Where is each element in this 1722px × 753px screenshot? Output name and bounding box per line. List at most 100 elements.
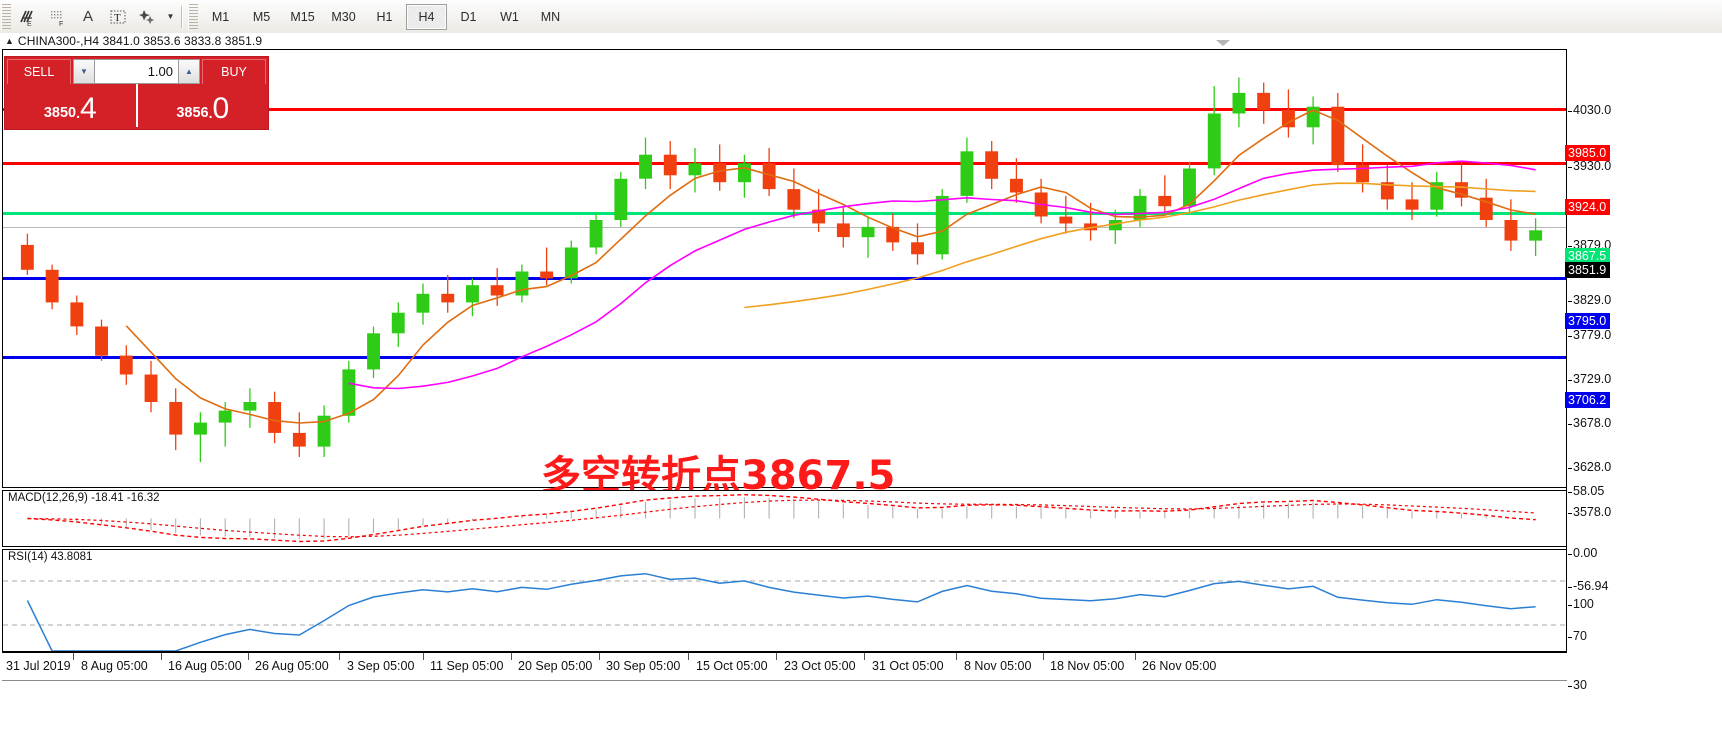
volume-input[interactable]: 1.00 xyxy=(95,59,178,84)
symbol-ohlc-text: CHINA300-,H4 3841.0 3853.6 3833.8 3851.9 xyxy=(17,34,263,48)
buy-price-dot: . xyxy=(208,105,213,121)
price-axis[interactable]: 4030.0 3930.0 3879.0 3829.0 3779.0 3729.0 3678… xyxy=(1565,49,1722,753)
chart-area[interactable]: 多空转折点3867.5 MACD(12,26,9) -18.41 -16.32 … xyxy=(0,40,1722,753)
time-separator-11 xyxy=(1043,653,1044,660)
sell-price[interactable]: 3850 . 4 xyxy=(5,84,138,127)
price-tag-resistance-3985[interactable]: 3985.0 xyxy=(1565,145,1611,161)
time-label-6: 20 Sep 05:00 xyxy=(518,659,593,673)
time-separator-12 xyxy=(1135,653,1136,660)
trade-controls-row: SELL ▼ 1.00 ▲ BUY xyxy=(5,57,268,84)
timeframe-m15[interactable]: M15 xyxy=(290,9,315,24)
svg-text:F: F xyxy=(59,21,63,27)
price-tick-3628-0: 3628.0 xyxy=(1567,460,1612,474)
rsi-tick-2: 30 xyxy=(1568,678,1587,692)
sell-price-dot: . xyxy=(76,105,80,121)
text-label-icon[interactable]: T xyxy=(103,3,133,31)
macd-tick-2: -56.94 xyxy=(1567,579,1609,593)
time-separator-1 xyxy=(161,653,162,660)
time-label-11: 8 Nov 05:00 xyxy=(964,659,1032,673)
price-tag-support-3795[interactable]: 3795.0 xyxy=(1565,313,1611,329)
buy-price-integer: 3856 xyxy=(176,105,209,121)
time-label-9: 23 Oct 05:00 xyxy=(784,659,856,673)
price-tick-3930-0: 3930.0 xyxy=(1567,159,1612,173)
macd-label: MACD(12,26,9) -18.41 -16.32 xyxy=(6,492,162,504)
time-label-7: 30 Sep 05:00 xyxy=(606,659,681,673)
macd-tick-0: 58.05 xyxy=(1567,484,1605,498)
last-price-line xyxy=(3,227,1566,228)
volume-increase-icon[interactable]: ▲ xyxy=(178,59,200,84)
level-line-3867[interactable] xyxy=(3,212,1566,215)
time-separator-0 xyxy=(73,653,74,660)
level-line-3985[interactable] xyxy=(3,108,1566,111)
time-label-5: 11 Sep 05:00 xyxy=(430,659,504,673)
scroll-position-marker[interactable] xyxy=(1216,40,1230,46)
symbol-info-bar: ▲ CHINA300-,H4 3841.0 3853.6 3833.8 3851… xyxy=(0,33,1722,49)
sell-button[interactable]: SELL xyxy=(7,59,71,84)
trade-prices-row: 3850 . 4 3856 . 0 xyxy=(5,84,268,127)
time-separator-10 xyxy=(956,653,957,660)
buy-price-decimal: 0 xyxy=(212,92,230,125)
timeframe-h4[interactable]: H4 xyxy=(406,3,447,30)
candlestick-series xyxy=(20,77,1543,463)
rsi-series xyxy=(3,572,1566,651)
timeframe-m5[interactable]: M5 xyxy=(252,9,271,24)
one-click-trading-panel[interactable]: SELL ▼ 1.00 ▲ BUY 3850 . 4 3856 . 0 xyxy=(4,56,269,130)
time-label-12: 18 Nov 05:00 xyxy=(1050,659,1125,673)
price-tag-resistance-3924[interactable]: 3924.0 xyxy=(1565,199,1611,215)
grid-icon[interactable]: F xyxy=(43,3,73,31)
volume-stepper[interactable]: ▼ 1.00 ▲ xyxy=(73,59,200,84)
time-separator-9 xyxy=(864,653,865,660)
price-tag-pivot-3867[interactable]: 3867.5 xyxy=(1565,248,1611,264)
time-label-0: 31 Jul 2019 xyxy=(6,659,71,673)
rsi-pane[interactable] xyxy=(2,549,1567,652)
timeframe-h1[interactable]: H1 xyxy=(376,9,393,24)
level-line-3924[interactable] xyxy=(3,162,1566,165)
time-axis[interactable]: 31 Jul 2019 8 Aug 05:00 16 Aug 05:00 26 Aug… xyxy=(2,652,1567,681)
volume-decrease-icon[interactable]: ▼ xyxy=(73,59,95,84)
time-separator-6 xyxy=(599,653,600,660)
time-label-10: 31 Oct 05:00 xyxy=(872,659,944,673)
macd-tick-1: 0.00 xyxy=(1567,546,1598,560)
time-separator-2 xyxy=(248,653,249,660)
timeframe-w1[interactable]: W1 xyxy=(500,9,519,24)
time-separator-7 xyxy=(688,653,689,660)
macd-pane[interactable] xyxy=(2,490,1567,547)
level-line-3706[interactable] xyxy=(3,356,1566,359)
price-tag-last-price-3851[interactable]: 3851.9 xyxy=(1565,262,1611,278)
time-separator-4 xyxy=(423,653,424,660)
buy-price[interactable]: 3856 . 0 xyxy=(138,84,269,127)
indicators-icon[interactable]: E xyxy=(13,3,43,31)
axis-divider xyxy=(1566,49,1567,652)
price-tick-3578-0: 3578.0 xyxy=(1567,505,1612,519)
price-tick-4030-0: 4030.0 xyxy=(1567,103,1612,117)
price-tick-3729-0: 3729.0 xyxy=(1567,372,1612,386)
toolbar-grip[interactable] xyxy=(1,3,11,30)
expand-triangle-icon[interactable]: ▲ xyxy=(5,36,14,46)
price-tag-support-3706[interactable]: 3706.2 xyxy=(1565,392,1611,408)
buy-button[interactable]: BUY xyxy=(202,59,266,84)
sell-price-integer: 3850 xyxy=(43,105,77,121)
price-tick-3779-0: 3779.0 xyxy=(1567,328,1612,342)
timeframe-mn[interactable]: MN xyxy=(540,9,561,24)
toolbar-separator xyxy=(181,5,183,28)
main-toolbar: E F A T xyxy=(0,0,1722,34)
timeframe-grip[interactable] xyxy=(188,3,198,30)
time-separator-3 xyxy=(339,653,340,660)
timeframe-d1[interactable]: D1 xyxy=(460,9,477,24)
sell-price-decimal: 4 xyxy=(79,92,97,125)
timeframe-m1[interactable]: M1 xyxy=(211,9,230,24)
svg-text:E: E xyxy=(27,21,32,27)
time-separator-5 xyxy=(511,653,512,660)
level-line-3795[interactable] xyxy=(3,277,1566,280)
rsi-tick-1: 70 xyxy=(1568,629,1587,643)
price-tick-3678-0: 3678.0 xyxy=(1567,416,1612,430)
svg-text:T: T xyxy=(114,12,121,24)
time-label-8: 15 Oct 05:00 xyxy=(696,659,768,673)
objects-icon[interactable] xyxy=(133,3,163,31)
macd-series xyxy=(27,493,1537,543)
objects-dropdown-icon[interactable]: ▼ xyxy=(166,12,175,21)
timeframe-m30[interactable]: M30 xyxy=(331,9,356,24)
time-separator-8 xyxy=(776,653,777,660)
text-object-icon[interactable]: A xyxy=(82,8,93,25)
